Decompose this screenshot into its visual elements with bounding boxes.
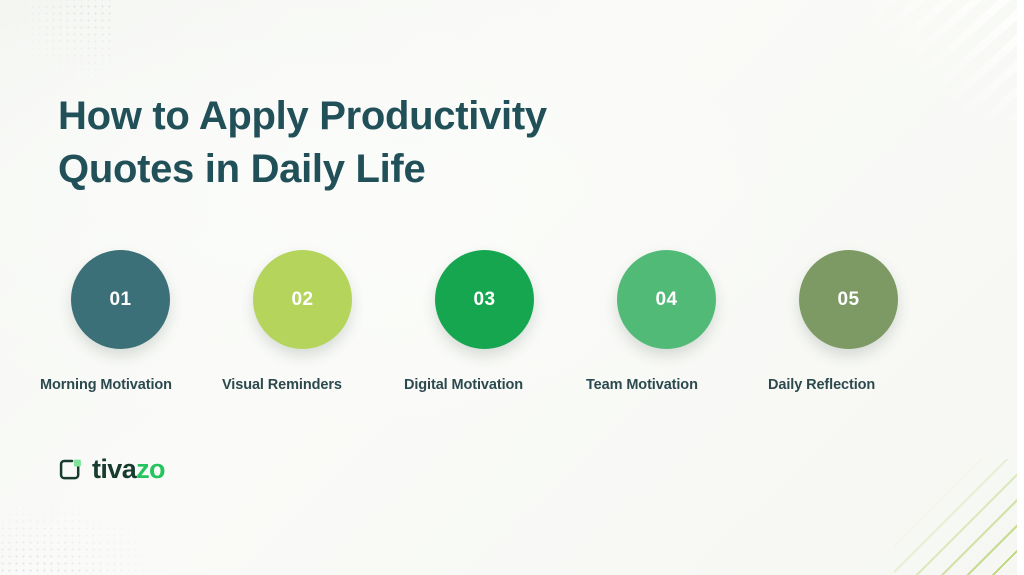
step-label: Daily Reflection — [768, 377, 876, 393]
step-item: 01 Morning Motivation — [40, 250, 222, 393]
tivazo-bracket-icon — [59, 459, 81, 479]
step-number: 03 — [473, 288, 496, 310]
step-item: 05 Daily Reflection — [768, 250, 950, 393]
brand-wordmark: tivazo — [92, 454, 166, 484]
step-circle-03: 03 — [435, 250, 534, 349]
page-title: How to Apply Productivity Quotes in Dail… — [58, 90, 698, 196]
step-label: Digital Motivation — [404, 377, 524, 393]
step-item: 04 Team Motivation — [586, 250, 768, 393]
page-title-line-1: How to Apply Productivity — [58, 93, 547, 138]
step-number: 05 — [837, 288, 860, 310]
step-circle-04: 04 — [617, 250, 716, 349]
step-circle-02: 02 — [253, 250, 352, 349]
step-circle-01: 01 — [71, 250, 170, 349]
step-number: 02 — [291, 288, 314, 310]
diagonal-stripes-decoration-top-right — [874, 0, 1024, 120]
step-label: Visual Reminders — [222, 377, 342, 393]
step-list: 01 Morning Motivation 02 Visual Reminder… — [40, 250, 984, 393]
step-label: Morning Motivation — [40, 377, 172, 393]
page-title-line-2: Quotes in Daily Life — [58, 146, 426, 191]
step-number: 01 — [109, 288, 132, 310]
step-item: 03 Digital Motivation — [404, 250, 586, 393]
brand-logo: tivazo — [58, 454, 166, 484]
diagonal-lines-decoration-bottom-right — [894, 459, 1024, 575]
step-item: 02 Visual Reminders — [222, 250, 404, 393]
dot-grid-decoration-bottom-left — [0, 476, 167, 575]
step-label: Team Motivation — [586, 377, 698, 393]
right-edge-bar — [1017, 0, 1024, 575]
brand-name-accent: zo — [136, 454, 165, 484]
step-circle-05: 05 — [799, 250, 898, 349]
brand-name-primary: tiva — [92, 454, 137, 484]
step-number: 04 — [655, 288, 678, 310]
